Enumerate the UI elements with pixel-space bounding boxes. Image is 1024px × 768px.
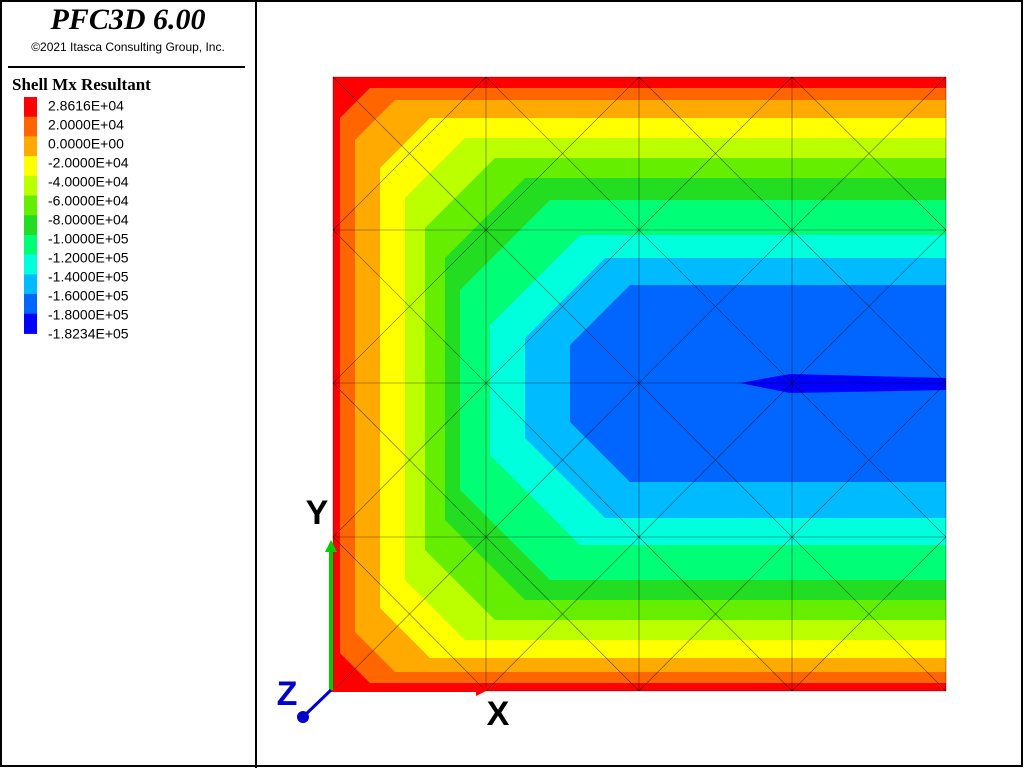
x-axis-head xyxy=(476,684,488,696)
legend-swatch xyxy=(24,313,37,334)
mesh-line xyxy=(638,76,793,231)
legend-label: -8.0000E+04 xyxy=(48,212,129,228)
legend: 2.8616E+04 2.0000E+04 0.0000E+00 -2.0000E+0… xyxy=(24,97,129,342)
legend-swatch xyxy=(24,156,37,177)
legend-swatch xyxy=(24,254,37,275)
legend-label: -4.0000E+04 xyxy=(48,174,129,190)
z-axis-arrow xyxy=(302,688,333,718)
legend-swatch xyxy=(24,294,37,315)
legend-label: -1.0000E+05 xyxy=(48,231,129,247)
y-axis-label: Y xyxy=(306,494,329,532)
mesh-line xyxy=(638,382,793,538)
legend-swatch xyxy=(24,274,37,295)
z-axis-head xyxy=(297,711,309,723)
copyright: ©2021 Itasca Consulting Group, Inc. xyxy=(31,40,225,54)
legend-label: -1.8234E+05 xyxy=(48,326,129,342)
mesh-line xyxy=(791,76,947,231)
mesh-line xyxy=(485,229,640,384)
mesh-line xyxy=(332,76,487,231)
legend-label: -2.0000E+04 xyxy=(48,155,129,171)
x-axis-label: X xyxy=(487,695,510,733)
y-axis-head xyxy=(325,540,337,552)
z-axis-label: Z xyxy=(277,675,298,713)
mesh-line xyxy=(638,229,793,384)
mesh-line xyxy=(332,382,487,538)
contour-band xyxy=(740,374,946,393)
mesh-line xyxy=(332,229,487,384)
app-title: PFC3D 6.00 xyxy=(49,3,205,36)
mesh-line xyxy=(791,382,947,538)
contour-plot: X Y Z xyxy=(277,76,947,733)
mesh-line xyxy=(791,536,947,692)
legend-swatch xyxy=(24,215,37,236)
mesh-line xyxy=(638,536,793,692)
mesh-line xyxy=(332,536,487,692)
mesh-line xyxy=(485,382,640,538)
legend-swatch xyxy=(24,234,37,256)
legend-title: Shell Mx Resultant xyxy=(12,75,151,94)
legend-swatch xyxy=(24,136,37,157)
legend-label: -1.6000E+05 xyxy=(48,288,129,304)
mesh-line xyxy=(485,536,640,692)
legend-label: -1.4000E+05 xyxy=(48,269,129,285)
legend-swatch xyxy=(24,116,37,137)
mesh-line xyxy=(485,76,640,231)
legend-label: 2.8616E+04 xyxy=(48,98,124,114)
legend-label: 0.0000E+00 xyxy=(48,136,124,152)
mesh-line xyxy=(791,229,947,384)
legend-label: -1.8000E+05 xyxy=(48,307,129,323)
legend-label: -6.0000E+04 xyxy=(48,193,129,209)
legend-label: 2.0000E+04 xyxy=(48,117,124,133)
legend-swatch xyxy=(24,175,37,196)
legend-swatch xyxy=(24,97,37,118)
legend-label: -1.2000E+05 xyxy=(48,250,129,266)
legend-swatch xyxy=(24,195,37,216)
